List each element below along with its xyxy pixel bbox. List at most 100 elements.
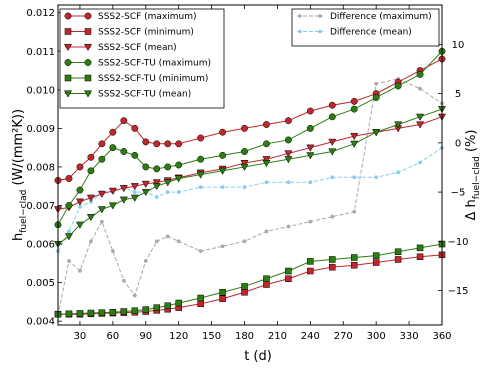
data-point xyxy=(329,263,336,271)
data-point xyxy=(97,206,106,214)
series-3 xyxy=(54,47,446,229)
data-point xyxy=(153,140,161,148)
data-point xyxy=(308,180,313,185)
data-point xyxy=(284,150,293,158)
y-right-tick-label: −10 xyxy=(447,237,468,248)
y-right-tick-label: 5 xyxy=(455,89,461,100)
axes: 30 60 90 120 150 180 210 240 270 300 330 360 0.004 0.… xyxy=(26,4,469,342)
series-line xyxy=(57,147,443,252)
series-0 xyxy=(54,55,446,184)
data-point xyxy=(141,180,150,189)
data-point xyxy=(263,281,270,288)
data-point xyxy=(176,190,181,194)
data-point xyxy=(328,101,336,109)
data-point xyxy=(164,163,172,171)
legend-label: SSS2-SCF (maximum) xyxy=(98,12,197,22)
x-tick-label: 240 xyxy=(301,331,320,342)
y-left-tick-label: 0.004 xyxy=(26,317,55,328)
legend-marker xyxy=(64,28,72,35)
legend-marker xyxy=(84,59,92,66)
legend-entry: Difference (mean) xyxy=(297,28,412,38)
data-point xyxy=(109,144,117,152)
y-axis-right-title: Δ hfuel−clad (%) xyxy=(464,129,482,220)
data-point xyxy=(87,309,95,317)
data-point xyxy=(153,165,161,173)
data-point xyxy=(98,140,106,148)
data-point xyxy=(308,219,313,224)
data-point xyxy=(143,259,148,263)
data-point xyxy=(87,167,95,175)
legend-marker xyxy=(318,29,322,34)
data-point xyxy=(328,138,337,146)
data-point xyxy=(174,175,183,183)
data-point xyxy=(350,254,358,261)
data-point xyxy=(218,167,227,175)
data-point xyxy=(120,117,128,125)
legend-marker xyxy=(63,90,73,98)
data-point xyxy=(175,140,183,148)
data-point xyxy=(263,275,270,282)
data-point xyxy=(306,124,314,132)
data-point xyxy=(76,310,84,317)
data-point xyxy=(197,300,204,308)
data-point xyxy=(394,121,403,129)
legend-label: SSS2-SCF-TU (maximum) xyxy=(98,59,211,69)
data-point xyxy=(86,194,95,202)
x-tick-label: 210 xyxy=(268,331,287,342)
legend-entry: SSS2-SCF (maximum) xyxy=(64,12,197,22)
data-point xyxy=(132,293,137,298)
data-point xyxy=(142,306,150,313)
plot-frame xyxy=(57,4,443,326)
legend-left: SSS2-SCF (maximum) SSS2-SCF (minimum) SSS2… xyxy=(59,8,225,109)
data-point xyxy=(165,234,170,239)
data-point xyxy=(87,153,95,161)
data-point xyxy=(164,140,172,148)
data-point xyxy=(89,200,93,204)
data-point xyxy=(328,148,337,156)
legend-marker xyxy=(83,90,93,98)
data-point xyxy=(418,160,422,165)
data-point xyxy=(220,244,225,249)
data-point xyxy=(241,288,248,296)
data-point xyxy=(132,190,137,194)
data-point xyxy=(306,107,314,115)
x-tick-label: 180 xyxy=(235,331,254,342)
data-point xyxy=(241,283,248,290)
data-point xyxy=(131,151,139,159)
y-left-tick-label: 0.007 xyxy=(26,201,55,212)
x-tick-label: 300 xyxy=(367,331,386,342)
data-point xyxy=(120,148,128,155)
legend-box xyxy=(291,8,440,47)
y-left-tick-label: 0.009 xyxy=(26,124,55,135)
legend-entry: SSS2-SCF-TU (mean) xyxy=(63,90,191,100)
data-point xyxy=(219,128,227,136)
legend-marker xyxy=(318,14,322,18)
data-point xyxy=(330,214,335,219)
y-right-tick-label: −5 xyxy=(451,188,466,199)
legend-label: SSS2-SCF (mean) xyxy=(98,43,177,53)
data-point xyxy=(350,261,358,269)
x-tick-label: 90 xyxy=(139,331,152,342)
data-point xyxy=(241,148,248,155)
data-point xyxy=(262,156,271,164)
data-point xyxy=(153,304,160,311)
data-point xyxy=(98,309,106,316)
data-point xyxy=(108,202,117,210)
series-line xyxy=(57,108,443,245)
data-point xyxy=(65,310,73,318)
data-point xyxy=(219,288,226,296)
data-point xyxy=(307,267,314,275)
data-point xyxy=(285,275,292,282)
data-point xyxy=(120,308,128,315)
legends: SSS2-SCF (maximum) SSS2-SCF (minimum) SSS2… xyxy=(59,8,440,109)
data-point xyxy=(163,179,172,187)
data-point xyxy=(416,244,424,252)
data-point xyxy=(197,294,204,302)
data-point xyxy=(131,124,139,132)
data-point xyxy=(154,239,159,244)
data-point xyxy=(350,133,359,141)
legend-marker xyxy=(64,12,72,20)
data-point xyxy=(372,129,381,137)
legend-marker xyxy=(63,43,73,52)
